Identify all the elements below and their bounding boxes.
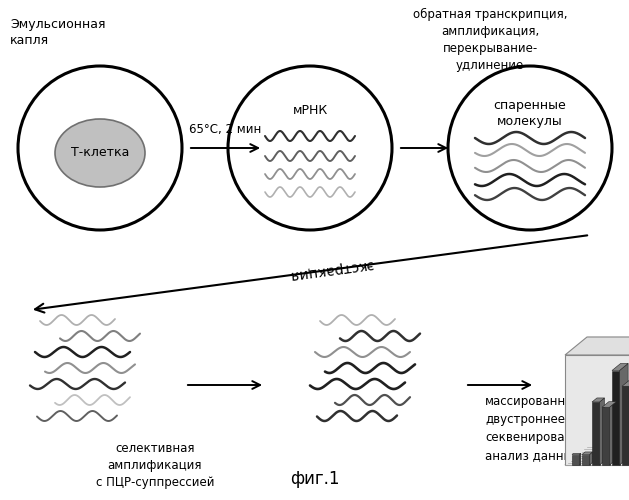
- Text: 65°C, 2 мин: 65°C, 2 мин: [189, 123, 261, 136]
- Polygon shape: [589, 452, 593, 465]
- Polygon shape: [565, 337, 629, 355]
- Polygon shape: [612, 370, 620, 465]
- Polygon shape: [602, 402, 616, 407]
- Text: селективная
амплификация
с ПЦР-суппрессией: селективная амплификация с ПЦР-суппресси…: [96, 442, 214, 489]
- Text: фиг.1: фиг.1: [290, 470, 339, 488]
- Text: мРНК: мРНК: [292, 104, 328, 117]
- Polygon shape: [610, 402, 616, 465]
- Polygon shape: [622, 386, 629, 465]
- Text: спаренные
молекулы: спаренные молекулы: [494, 98, 566, 128]
- Polygon shape: [565, 355, 629, 465]
- Polygon shape: [565, 447, 629, 465]
- Polygon shape: [592, 398, 604, 402]
- Polygon shape: [592, 402, 599, 465]
- Polygon shape: [602, 407, 610, 465]
- Polygon shape: [582, 454, 589, 465]
- Text: массированное
двустроннее
секвенирование,
анализ данных: массированное двустроннее секвенирование…: [485, 395, 591, 462]
- Text: экстракция: экстракция: [288, 257, 374, 282]
- Text: обратная транскрипция,
амплификация,
перекрывание-
удлинение: обратная транскрипция, амплификация, пер…: [413, 8, 567, 72]
- Polygon shape: [620, 364, 628, 465]
- Polygon shape: [579, 454, 581, 465]
- Polygon shape: [599, 398, 604, 465]
- Polygon shape: [622, 378, 629, 386]
- Ellipse shape: [55, 119, 145, 187]
- Polygon shape: [587, 337, 629, 447]
- Text: Эмульсионная
капля: Эмульсионная капля: [10, 18, 106, 47]
- Polygon shape: [612, 364, 628, 370]
- Text: Т-клетка: Т-клетка: [71, 146, 129, 160]
- Polygon shape: [582, 452, 593, 454]
- Polygon shape: [572, 454, 579, 465]
